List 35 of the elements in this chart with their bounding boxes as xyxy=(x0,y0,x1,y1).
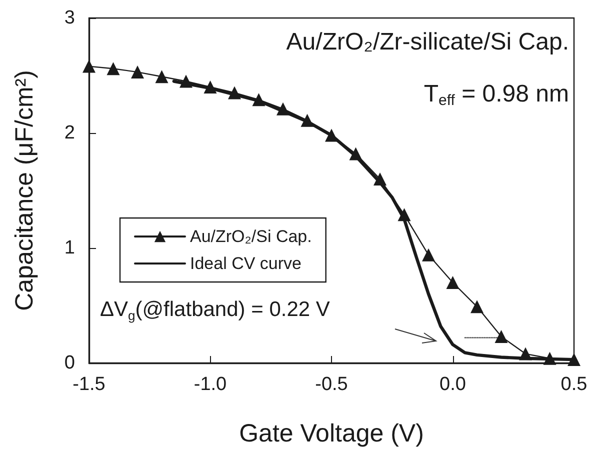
legend-label: Ideal CV curve xyxy=(190,254,302,273)
y-tick-label: 1 xyxy=(64,238,75,258)
point xyxy=(300,114,314,127)
point xyxy=(422,248,435,262)
y-tick-label: 2 xyxy=(64,122,75,144)
point xyxy=(374,172,386,186)
point xyxy=(82,60,96,73)
point xyxy=(494,330,508,344)
y-axis-title: Capacitance (μF/cm²) xyxy=(10,70,38,311)
y-tick-label: 0 xyxy=(64,352,75,374)
annotation: Au/ZrO₂/Zr-silicate/Si Cap. xyxy=(286,28,569,56)
point xyxy=(446,276,460,289)
point xyxy=(519,347,532,360)
point xyxy=(180,74,192,88)
point xyxy=(568,353,580,366)
point xyxy=(398,208,411,222)
point xyxy=(131,66,144,79)
legend-label: Au/ZrO₂/Si Cap. xyxy=(190,227,312,246)
point xyxy=(155,70,168,84)
point xyxy=(204,80,217,94)
x-tick-label: -0.5 xyxy=(315,374,348,395)
x-tick-label: 0.0 xyxy=(440,374,466,395)
point xyxy=(276,102,290,116)
point xyxy=(252,93,266,106)
x-tick-label: 0.5 xyxy=(560,374,588,395)
point xyxy=(349,147,362,160)
y-tick-label: 3 xyxy=(64,8,75,28)
x-axis-title: Gate Voltage (V) xyxy=(239,420,424,448)
point xyxy=(325,128,338,142)
point xyxy=(228,86,241,100)
point xyxy=(106,62,120,76)
x-tick-label: -1.5 xyxy=(72,374,106,395)
point xyxy=(543,352,556,365)
x-tick-label: -1.0 xyxy=(194,374,227,395)
point xyxy=(470,300,484,314)
